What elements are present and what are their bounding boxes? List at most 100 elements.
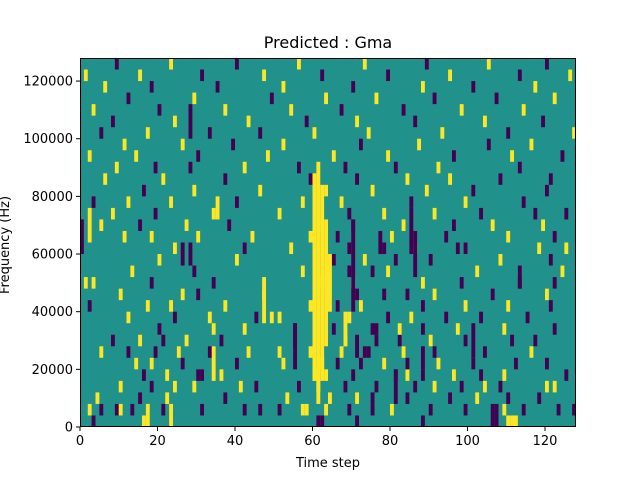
- heatmap-cell: [324, 219, 329, 347]
- heatmap-cell: [99, 219, 104, 231]
- heatmap-cell: [262, 69, 267, 82]
- heatmap-cell: [173, 115, 177, 128]
- heatmap-cell: [510, 150, 515, 162]
- heatmap-cell: [180, 242, 185, 266]
- heatmap-cell: [142, 415, 146, 427]
- heatmap-cell: [219, 334, 224, 347]
- heatmap-cell: [490, 219, 495, 231]
- heatmap-cell: [304, 115, 309, 128]
- heatmap-cell: [436, 161, 441, 174]
- heatmap-cell: [463, 403, 468, 416]
- x-tick-label: 0: [76, 434, 84, 449]
- heatmap-cell: [134, 357, 139, 370]
- heatmap-cell: [483, 380, 487, 393]
- x-tick-label: 100: [455, 434, 480, 449]
- heatmap-cell: [386, 69, 391, 82]
- heatmap-cell: [122, 230, 127, 243]
- heatmap-cell: [149, 81, 154, 93]
- heatmap-cell: [421, 346, 425, 370]
- heatmap-cell: [355, 415, 360, 427]
- heatmap-cell: [308, 346, 313, 358]
- heatmap-cell: [138, 392, 143, 404]
- heatmap-cell: [312, 127, 317, 139]
- heatmap-cell: [386, 150, 391, 162]
- heatmap-cell: [390, 403, 394, 416]
- heatmap-cell: [91, 104, 96, 116]
- y-tick-label: 100000: [23, 132, 73, 147]
- heatmap-cell: [490, 288, 495, 301]
- heatmap-cell: [397, 334, 402, 347]
- heatmap-cell: [545, 58, 549, 70]
- heatmap-cell: [409, 196, 414, 208]
- plot-area: [80, 58, 577, 427]
- heatmap-cell: [370, 323, 375, 335]
- heatmap-cell: [541, 219, 546, 231]
- heatmap-cell: [297, 161, 301, 174]
- heatmap-cell: [409, 311, 414, 324]
- heatmap-cell: [424, 184, 429, 197]
- heatmap-cell: [521, 403, 526, 416]
- heatmap-cell: [192, 92, 197, 105]
- heatmap-cell: [548, 173, 553, 185]
- heatmap-cell: [452, 219, 456, 231]
- heatmap-cell: [529, 346, 534, 358]
- heatmap-cell: [180, 288, 185, 301]
- chart-title: Predicted : Gma: [264, 33, 392, 52]
- heatmap-cell: [180, 357, 185, 370]
- heatmap-cell: [355, 288, 360, 301]
- heatmap-cell: [533, 334, 538, 347]
- heatmap-cell: [339, 346, 344, 358]
- heatmap-cell: [514, 357, 518, 370]
- heatmap-cell: [533, 207, 538, 220]
- heatmap-cell: [366, 346, 371, 358]
- heatmap-cell: [347, 207, 352, 220]
- heatmap-cell: [126, 196, 131, 208]
- heatmap-cell: [374, 323, 379, 335]
- heatmap-cell: [328, 392, 332, 404]
- heatmap-cell: [142, 369, 146, 381]
- x-tick-label: 80: [382, 434, 399, 449]
- heatmap-cell: [572, 127, 577, 139]
- heatmap-cell: [242, 323, 247, 335]
- heatmap-cell: [114, 58, 119, 70]
- heatmap-cell: [254, 380, 259, 393]
- heatmap-cell: [207, 346, 212, 358]
- heatmap-cell: [99, 403, 104, 416]
- heatmap-cell: [134, 150, 139, 162]
- heatmap-cell: [207, 127, 212, 139]
- heatmap-cell: [192, 380, 197, 393]
- heatmap-cell: [242, 403, 247, 416]
- heatmap-cell: [223, 104, 228, 116]
- heatmap-cell: [223, 392, 228, 404]
- heatmap-cell: [231, 138, 236, 151]
- heatmap-cell: [521, 104, 526, 116]
- heatmap-cell: [285, 392, 290, 404]
- heatmap-cell: [432, 207, 437, 220]
- heatmap-cell: [161, 173, 166, 185]
- heatmap-cell: [169, 403, 174, 416]
- heatmap-cell: [440, 127, 445, 139]
- heatmap-cell: [207, 311, 212, 324]
- heatmap-cell: [165, 392, 170, 404]
- plot-frame: [80, 58, 576, 427]
- heatmap-cell: [486, 58, 491, 70]
- heatmap-cell: [149, 277, 154, 289]
- heatmap-cell: [421, 277, 425, 289]
- heatmap-cell: [393, 254, 398, 266]
- heatmap-cell: [463, 242, 468, 255]
- heatmap-cell: [343, 161, 348, 174]
- heatmap-cell: [138, 219, 143, 231]
- heatmap-cell: [471, 81, 476, 93]
- heatmap-cell: [246, 346, 251, 358]
- heatmap-cell: [521, 196, 526, 208]
- heatmap-cell: [153, 161, 158, 174]
- x-axis: 0 20 40 60 80 100 120: [76, 427, 557, 449]
- heatmap-cell: [486, 138, 491, 151]
- heatmap-cell: [459, 104, 464, 116]
- heatmap-cell: [281, 138, 286, 151]
- heatmap-cell: [428, 403, 433, 416]
- heatmap-cell: [463, 196, 468, 208]
- heatmap-cell: [331, 323, 336, 335]
- heatmap-cell: [277, 311, 282, 324]
